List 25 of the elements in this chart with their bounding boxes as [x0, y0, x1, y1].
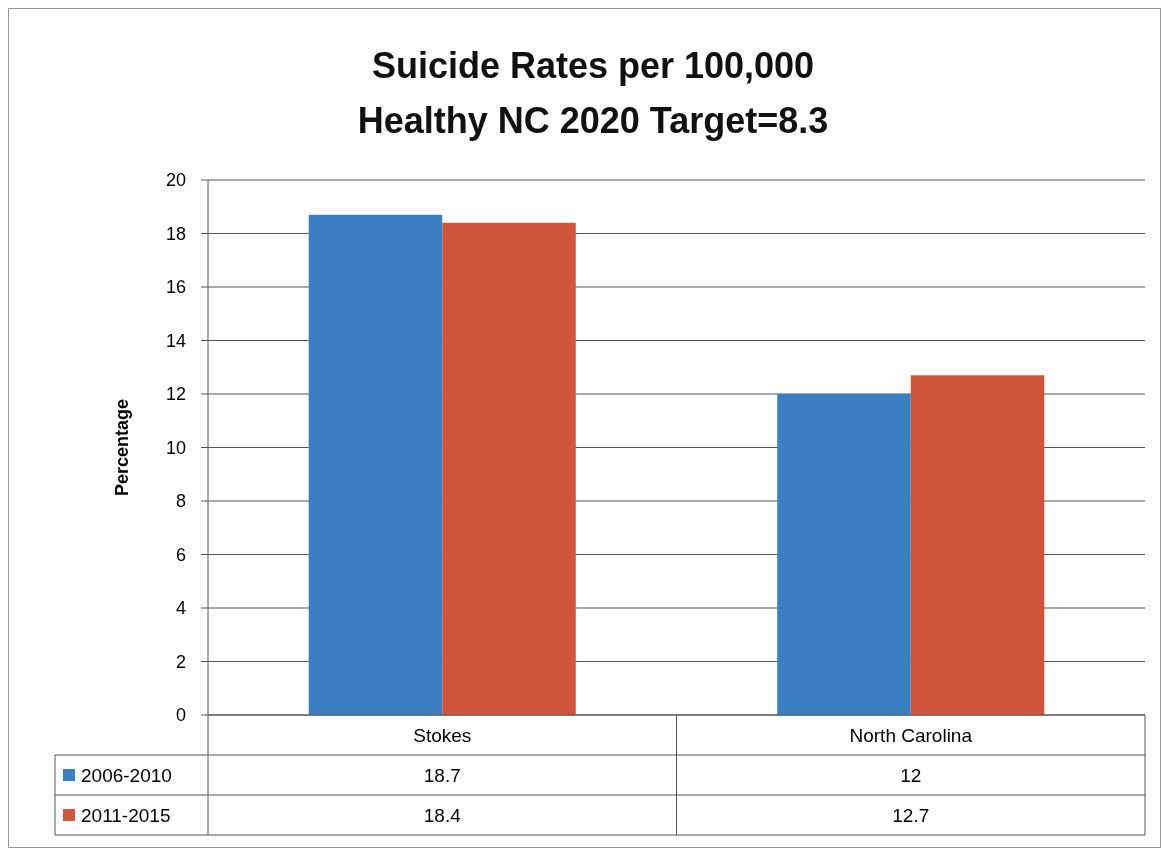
bar [442, 222, 576, 715]
y-tick-label: 14 [165, 330, 186, 351]
y-tick-label: 10 [165, 437, 186, 458]
bar [777, 394, 911, 715]
y-tick-label: 4 [175, 598, 186, 618]
data-label: 12.7 [892, 804, 930, 826]
y-tick-label: 6 [175, 544, 186, 565]
y-tick-label: 12 [165, 384, 186, 404]
y-tick-label: 2 [175, 651, 186, 672]
y-axis-title: Percentage [112, 398, 132, 497]
y-tick-label: 0 [175, 705, 186, 725]
bar [308, 214, 443, 715]
y-tick-label: 18 [165, 223, 186, 244]
legend-label: 2006-2010 [81, 764, 172, 786]
y-tick-label: 8 [175, 491, 186, 511]
x-tick-label: North Carolina [849, 724, 973, 746]
legend-label: 2011-2015 [81, 804, 171, 826]
y-tick-label: 20 [165, 170, 186, 190]
y-tick-label: 16 [165, 277, 186, 297]
data-label: 18.4 [423, 804, 462, 826]
chart-title: Suicide Rates per 100,000 Healthy NC 2020 Target=8.3 [357, 45, 829, 141]
bar [910, 375, 1045, 715]
data-label: 18.7 [423, 764, 461, 786]
x-tick-label: Stokes [413, 724, 472, 746]
data-label: 12 [900, 764, 922, 786]
